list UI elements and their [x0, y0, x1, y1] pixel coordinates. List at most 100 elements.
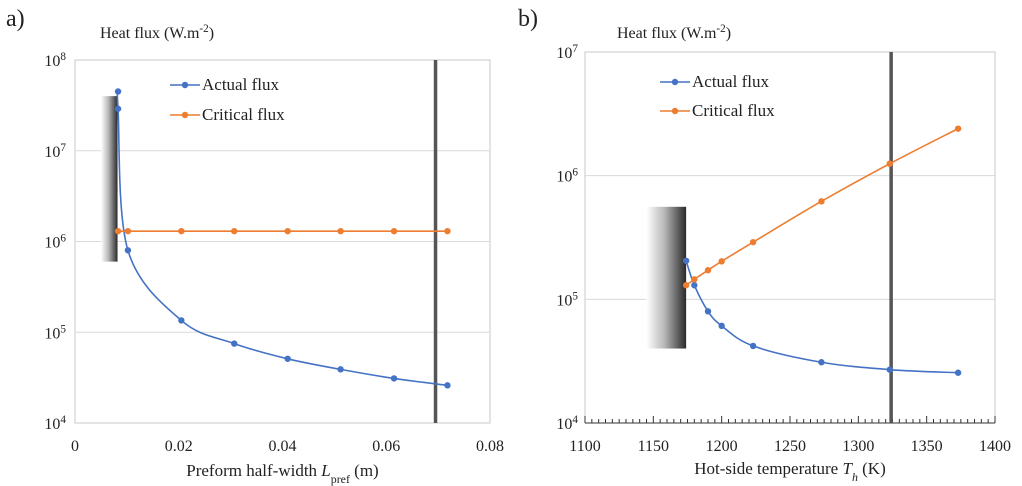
x-axis-label-part-1: L	[320, 461, 330, 480]
y-tick-part-0: 10	[44, 53, 60, 70]
data-point-0	[124, 247, 132, 254]
y-tick-label: 105	[44, 323, 66, 342]
data-point-1	[682, 282, 690, 289]
x-tick-label: 1200	[706, 438, 738, 455]
y-tick-part-0: 10	[44, 235, 60, 252]
data-point-0	[114, 105, 122, 112]
y-tick-part-1: 5	[60, 323, 66, 335]
legend-swatch-marker	[181, 81, 189, 89]
data-point-1	[114, 227, 122, 235]
y-axis-label-part-2: )	[209, 25, 214, 42]
x-tick-label: 1400	[979, 438, 1011, 455]
data-point-1	[886, 160, 893, 167]
panel-label: a)	[6, 6, 25, 32]
data-point-0	[691, 282, 698, 289]
shaded-region	[646, 206, 687, 349]
x-tick-label: 0.06	[372, 438, 400, 455]
legend-entry: Actual flux	[202, 75, 279, 94]
data-point-0	[954, 369, 962, 376]
x-tick-label: 0.02	[165, 438, 193, 455]
y-tick-label: 107	[44, 142, 66, 161]
y-tick-part-0: 10	[44, 416, 60, 433]
y-tick-label: 105	[556, 290, 578, 309]
data-point-1	[390, 227, 398, 235]
legend-swatch-marker	[181, 111, 189, 119]
data-point-1	[718, 258, 725, 265]
data-point-1	[124, 227, 132, 235]
x-axis-label: Preform half-width Lpref (m)	[186, 461, 378, 486]
shaded-region	[100, 96, 118, 262]
x-tick-label: 1350	[911, 438, 943, 455]
x-axis-label-part-3: (K)	[858, 459, 886, 478]
x-axis-label-part-1: T	[842, 459, 853, 478]
y-tick-part-1: 5	[572, 290, 578, 302]
x-tick-label: 1100	[569, 438, 600, 455]
y-tick-part-0: 10	[556, 292, 572, 309]
data-point-0	[390, 375, 398, 382]
x-axis-label-part-3: (m)	[350, 461, 379, 480]
x-tick-label: 1250	[774, 438, 806, 455]
y-tick-label: 108	[44, 51, 66, 70]
y-tick-label: 104	[556, 414, 578, 433]
y-tick-part-0: 10	[44, 325, 60, 342]
series-line-0	[685, 260, 959, 374]
data-point-0	[818, 359, 825, 366]
data-point-1	[178, 227, 185, 235]
series-line-1	[685, 127, 959, 286]
x-tick-label: 0.04	[269, 438, 297, 455]
y-axis-label-part-1: -2	[716, 23, 725, 35]
data-point-0	[337, 366, 344, 373]
y-axis-label: Heat flux (W.m-2)	[617, 23, 731, 42]
x-axis-label-part-2: pref	[331, 472, 350, 486]
data-point-1	[818, 198, 825, 205]
y-tick-part-1: 7	[60, 142, 66, 154]
y-tick-part-1: 6	[60, 233, 66, 245]
y-axis-label-part-1: -2	[199, 23, 208, 35]
data-point-0	[749, 342, 757, 350]
x-tick-label: 0	[71, 438, 79, 455]
y-axis-label-part-0: Heat flux (W.m	[617, 25, 717, 42]
y-tick-part-0: 10	[556, 45, 572, 62]
legend-entry: Critical flux	[202, 105, 285, 124]
series-line-0	[116, 90, 448, 387]
data-point-0	[444, 382, 451, 389]
legend-swatch-marker	[671, 78, 679, 86]
data-point-0	[718, 322, 725, 330]
data-point-0	[114, 88, 122, 95]
y-tick-part-1: 6	[572, 167, 578, 179]
x-axis-label: Hot-side temperature Th (K)	[694, 459, 886, 484]
x-axis-label-part-0: Hot-side temperature	[694, 459, 842, 478]
y-tick-part-1: 7	[572, 43, 578, 55]
x-axis-label-part-0: Preform half-width	[186, 461, 321, 480]
data-point-0	[231, 340, 238, 347]
x-tick-label: 0.08	[476, 438, 504, 455]
data-point-0	[284, 355, 291, 362]
data-point-1	[704, 267, 712, 274]
y-tick-label: 106	[556, 167, 578, 186]
data-point-1	[444, 227, 451, 235]
data-point-1	[691, 276, 698, 283]
y-tick-part-0: 10	[556, 169, 572, 186]
x-axis-label-part-2: h	[852, 470, 858, 484]
y-axis-label-part-0: Heat flux (W.m	[100, 25, 200, 42]
data-point-0	[886, 366, 893, 373]
y-tick-part-1: 4	[60, 414, 66, 426]
y-axis-label: Heat flux (W.m-2)	[100, 23, 214, 42]
y-tick-label: 107	[556, 43, 578, 62]
y-tick-label: 104	[44, 414, 66, 433]
data-point-1	[749, 238, 757, 246]
data-point-1	[954, 125, 962, 132]
data-point-1	[284, 227, 291, 235]
legend-swatch-marker	[671, 107, 679, 115]
y-tick-part-0: 10	[556, 416, 572, 433]
data-point-0	[178, 317, 185, 324]
x-tick-label: 1150	[638, 438, 669, 455]
x-tick-label: 1300	[842, 438, 874, 455]
data-point-1	[231, 227, 238, 235]
y-tick-part-0: 10	[44, 144, 60, 161]
y-tick-part-1: 8	[60, 51, 66, 63]
panel-label: b)	[518, 6, 538, 32]
